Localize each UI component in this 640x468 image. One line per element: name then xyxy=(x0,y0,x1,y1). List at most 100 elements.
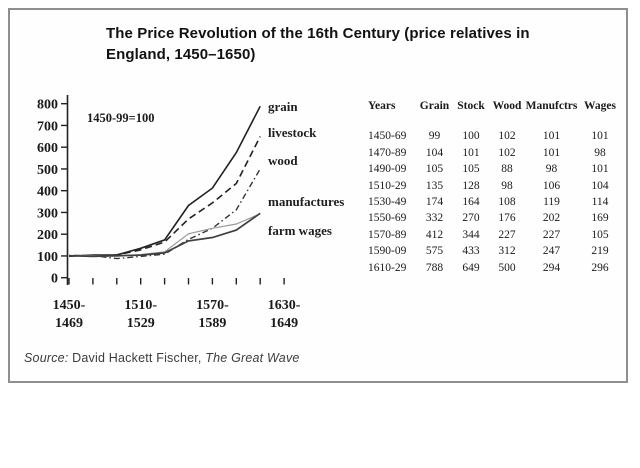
price-chart: 1450-99=100 0 100 200 300 400 500 600 700 800 145… xyxy=(37,95,344,331)
table-cell: Wages xyxy=(584,100,616,112)
figure-title: The Price Revolution of the 16th Century… xyxy=(106,25,530,63)
table-cell: 344 xyxy=(462,228,480,241)
table-cell: 1610-29 xyxy=(368,261,407,274)
table-cell: 649 xyxy=(462,261,480,274)
source-citation: Source: David Hackett Fischer, The Great… xyxy=(24,351,300,365)
table-cell: 99 xyxy=(428,130,441,143)
y-axis-tick-label: 600 xyxy=(37,141,58,156)
table-cell: 104 xyxy=(425,146,444,159)
series-label-wood: wood xyxy=(268,153,298,168)
chart-generated-content: 0 100 200 300 400 500 600 700 800 1450-1469 1510-1… xyxy=(37,95,344,331)
table-cell: 788 xyxy=(425,261,444,274)
table-cell: 202 xyxy=(542,212,561,225)
table-cell: Manufctrs xyxy=(525,100,578,112)
table-cell: 312 xyxy=(498,245,516,258)
y-axis-tick-label: 0 xyxy=(51,272,58,287)
table-row: 1570-89 412 344 227 227 105 xyxy=(360,227,624,243)
table-cell: 101 xyxy=(542,130,561,143)
table-cell: 101 xyxy=(591,130,609,143)
table-row: 1590-09 575 433 312 247 219 xyxy=(360,243,624,259)
table-cell: 88 xyxy=(501,163,513,176)
series-label-farm-wages: farm wages xyxy=(268,223,332,238)
table-cell: 332 xyxy=(425,212,444,225)
series-line-manufactures xyxy=(69,213,261,258)
series-label-livestock: livestock xyxy=(268,125,317,140)
table-cell: 227 xyxy=(542,228,561,241)
table-cell: 1510-29 xyxy=(368,179,407,192)
table-cell: 176 xyxy=(498,212,516,225)
table-cell: 102 xyxy=(498,130,516,143)
table-cell: 114 xyxy=(591,196,609,209)
table-cell: 105 xyxy=(591,228,609,241)
y-axis-tick-label: 400 xyxy=(37,185,58,200)
figure-panel: The Price Revolution of the 16th Century… xyxy=(8,8,628,383)
table-cell: 219 xyxy=(591,245,609,258)
table-cell: 98 xyxy=(501,179,513,192)
table-cell: 108 xyxy=(498,196,516,209)
table-cell: 135 xyxy=(425,179,444,192)
table-cell: 433 xyxy=(462,245,480,258)
table-cell: 101 xyxy=(542,146,561,159)
table-cell: Grain xyxy=(419,100,450,112)
table-cell: 101 xyxy=(462,146,480,159)
table-row: 1510-29 135 128 98 106 104 xyxy=(360,178,624,194)
y-axis-tick-label: 200 xyxy=(37,228,58,243)
table-cell: Stock xyxy=(457,100,485,112)
table-cell: 1450-69 xyxy=(368,130,407,143)
x-axis-tick-label: 1450-1469 xyxy=(53,298,86,331)
table-cell: 101 xyxy=(591,163,609,176)
source-author: David Hackett Fischer, xyxy=(68,351,206,365)
table-cell: 119 xyxy=(543,196,560,209)
table-cell: 105 xyxy=(462,163,480,176)
x-axis-tick-label: 1570-1589 xyxy=(196,298,229,331)
table-cell: 174 xyxy=(425,196,444,209)
x-axis-tick-label: 1510-1529 xyxy=(124,298,157,331)
table-cell: 98 xyxy=(545,163,558,176)
index-base-annotation: 1450-99=100 xyxy=(87,111,155,125)
x-axis-tick-label: 1630-1649 xyxy=(268,298,301,331)
table-header-row: Years Grain Stock Wood Manufctrs Wages xyxy=(360,98,624,114)
table-row: 1550-69 332 270 176 202 169 xyxy=(360,210,624,226)
table-cell: 100 xyxy=(462,130,480,143)
table-cell: 128 xyxy=(462,179,480,192)
series-label-grain: grain xyxy=(268,99,298,114)
table-cell: 227 xyxy=(498,228,516,241)
table-cell: 1570-89 xyxy=(368,228,407,241)
table-cell: 296 xyxy=(591,261,609,274)
table-row: 1490-09 105 105 88 98 101 xyxy=(360,161,624,177)
table-row: 1470-89 104 101 102 101 98 xyxy=(360,145,624,161)
table-cell: 98 xyxy=(594,146,606,159)
series-line-wood xyxy=(69,168,261,260)
table-cell: 1490-09 xyxy=(368,163,407,176)
table-cell: 164 xyxy=(462,196,480,209)
table-cell: Years xyxy=(368,100,396,112)
source-label: Source: xyxy=(24,351,69,365)
y-axis-tick-label: 500 xyxy=(37,163,58,178)
source-work-title: The Great Wave xyxy=(205,351,300,365)
series-line-livestock xyxy=(68,136,261,257)
table-cell: 575 xyxy=(425,245,444,258)
y-axis-tick-label: 800 xyxy=(37,98,58,113)
series-line-farm-wages xyxy=(68,212,261,258)
table-row: 1610-29 788 649 500 294 296 xyxy=(360,260,624,276)
table-cell: 105 xyxy=(425,163,444,176)
y-axis-tick-label: 700 xyxy=(37,119,58,134)
table-cell: 270 xyxy=(462,212,480,225)
table-cell: 500 xyxy=(498,261,516,274)
table-cell: 1550-69 xyxy=(368,212,407,225)
series-label-manufactures: manufactures xyxy=(268,194,344,209)
table-cell: 247 xyxy=(542,245,561,258)
table-cell: 1470-89 xyxy=(368,146,407,159)
table-cell: 169 xyxy=(591,212,609,225)
price-table: Years Grain Stock Wood Manufctrs Wages 1450-69… xyxy=(360,98,624,276)
table-row: 1450-69 99 100 102 101 101 xyxy=(360,128,624,144)
table-cell: 412 xyxy=(425,228,444,241)
table-cell: 106 xyxy=(542,179,561,192)
table-cell: 294 xyxy=(542,261,561,274)
table-row: 1530-49 174 164 108 119 114 xyxy=(360,194,624,210)
table-cell: 104 xyxy=(591,179,609,192)
table-cell: Wood xyxy=(492,100,522,112)
table-cell: 102 xyxy=(498,146,516,159)
y-axis-tick-label: 100 xyxy=(37,250,58,265)
table-cell: 1590-09 xyxy=(368,245,407,258)
